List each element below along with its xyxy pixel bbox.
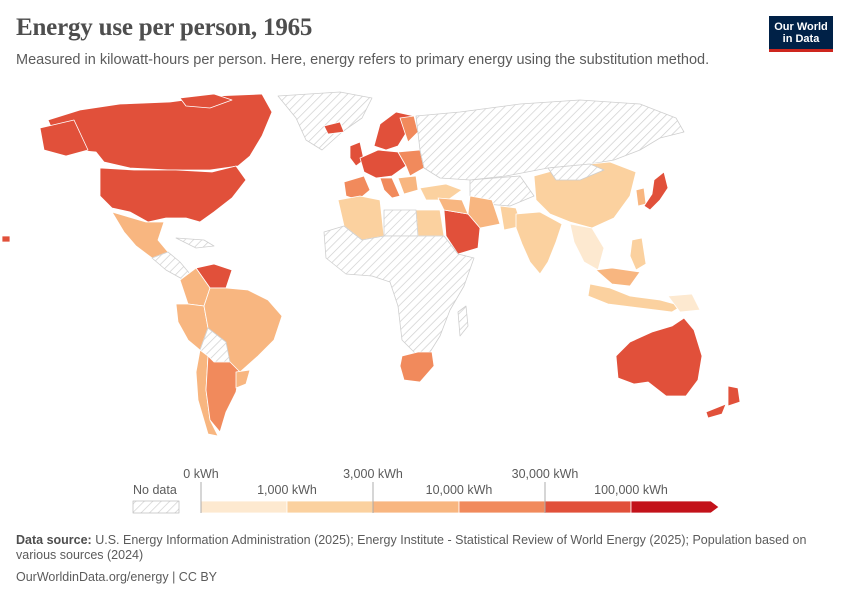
region-korea[interactable] [635, 187, 647, 207]
region-madagascar[interactable] [457, 305, 469, 337]
region-new-zealand-south[interactable] [705, 403, 727, 419]
legend-no-data-swatch[interactable] [132, 500, 180, 514]
region-japan[interactable] [643, 171, 669, 211]
region-papua[interactable] [667, 293, 701, 313]
legend-label-0: 0 kWh [183, 467, 218, 481]
logo-line-2: in Data [782, 33, 820, 45]
region-india[interactable] [515, 211, 563, 275]
legend-label-3000: 3,000 kWh [343, 467, 403, 481]
region-turkey[interactable] [419, 183, 463, 201]
region-greenland[interactable] [277, 91, 373, 151]
region-new-zealand[interactable] [727, 385, 741, 407]
legend-label-100000: 100,000 kWh [594, 483, 668, 497]
footer-url[interactable]: OurWorldinData.org/energy | CC BY [16, 570, 218, 584]
region-eastern-europe[interactable] [397, 149, 425, 177]
chart-subtitle: Measured in kilowatt-hours per person. H… [16, 52, 710, 68]
region-russia[interactable] [415, 99, 685, 181]
region-egypt[interactable] [415, 209, 445, 237]
region-caribbean[interactable] [175, 237, 215, 249]
region-sub-saharan-africa[interactable] [323, 225, 475, 355]
region-hawaii[interactable] [1, 235, 11, 243]
source-label: Data source: [16, 533, 92, 547]
owid-logo[interactable]: Our World in Data [769, 16, 833, 52]
chart-title: Energy use per person, 1965 [16, 14, 313, 41]
legend-bin-2[interactable]: 3,000–10,000 kWh [372, 500, 460, 514]
region-usa[interactable] [99, 165, 247, 223]
legend-label-30000: 30,000 kWh [512, 467, 579, 481]
source-text: U.S. Energy Information Administration (… [16, 533, 807, 562]
region-mongolia[interactable] [547, 163, 605, 181]
region-iberia[interactable] [343, 175, 371, 201]
legend-bin-1[interactable]: 1,000–3,000 kWh [286, 500, 374, 514]
region-italy[interactable] [379, 177, 401, 199]
region-indonesia[interactable] [587, 283, 683, 313]
region-alaska[interactable] [39, 119, 89, 157]
world-map[interactable] [0, 86, 850, 456]
region-southeast-asia[interactable] [569, 223, 605, 271]
legend-bin-0[interactable]: 0–1,000 kWh [200, 500, 288, 514]
region-argentina[interactable] [205, 355, 241, 433]
source-note: Data source: U.S. Energy Information Adm… [16, 533, 816, 563]
legend-bin-4[interactable]: 30,000–100,000 kWh [544, 500, 632, 514]
region-australia[interactable] [615, 317, 703, 397]
region-malaysia[interactable] [595, 267, 641, 287]
region-iceland[interactable] [323, 121, 345, 135]
region-central-america[interactable] [151, 251, 191, 281]
legend-label-10000: 10,000 kWh [426, 483, 493, 497]
region-libya[interactable] [383, 209, 419, 237]
region-middle-east-other[interactable] [437, 197, 469, 215]
logo-line-1: Our World [774, 21, 828, 33]
region-uruguay[interactable] [235, 369, 251, 389]
legend-bin-5[interactable]: >100,000 kWh [630, 500, 720, 514]
legend-label-1000: 1,000 kWh [257, 483, 317, 497]
region-canada[interactable] [47, 93, 273, 171]
legend-no-data-label: No data [133, 483, 177, 497]
region-philippines[interactable] [629, 237, 647, 271]
legend-bin-3[interactable]: 10,000–30,000 kWh [458, 500, 546, 514]
region-western-europe[interactable] [359, 149, 407, 179]
region-canada-islands[interactable] [179, 93, 233, 109]
region-iran[interactable] [467, 195, 501, 229]
region-south-africa[interactable] [399, 351, 435, 383]
region-balkans[interactable] [397, 175, 419, 195]
